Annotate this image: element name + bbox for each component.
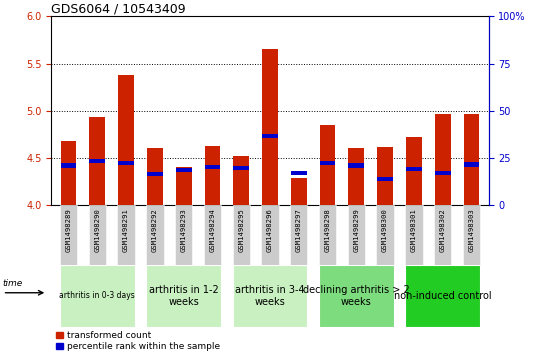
Bar bbox=[175, 205, 192, 265]
Bar bbox=[204, 205, 221, 265]
Bar bbox=[435, 114, 450, 205]
Bar bbox=[290, 205, 307, 265]
Text: arthritis in 0-3 days: arthritis in 0-3 days bbox=[59, 291, 135, 300]
Bar bbox=[147, 172, 163, 176]
Text: GSM1498294: GSM1498294 bbox=[210, 208, 215, 252]
Text: GSM1498296: GSM1498296 bbox=[267, 208, 273, 252]
Bar bbox=[89, 205, 106, 265]
Bar bbox=[233, 156, 249, 205]
Bar bbox=[348, 205, 365, 265]
Bar bbox=[60, 265, 135, 327]
Text: GSM1498297: GSM1498297 bbox=[296, 208, 302, 252]
Bar bbox=[320, 160, 335, 165]
Bar bbox=[377, 147, 393, 205]
Text: GSM1498290: GSM1498290 bbox=[94, 208, 100, 252]
Bar bbox=[262, 134, 278, 138]
Text: GSM1498289: GSM1498289 bbox=[65, 208, 72, 252]
Bar bbox=[376, 205, 394, 265]
Bar bbox=[463, 162, 480, 167]
Bar bbox=[377, 176, 393, 181]
Legend: transformed count, percentile rank within the sample: transformed count, percentile rank withi… bbox=[56, 331, 220, 351]
Bar bbox=[434, 205, 451, 265]
Text: GSM1498295: GSM1498295 bbox=[238, 208, 244, 252]
Bar bbox=[118, 205, 135, 265]
Bar bbox=[176, 168, 192, 172]
Text: GSM1498293: GSM1498293 bbox=[181, 208, 187, 252]
Bar bbox=[261, 205, 279, 265]
Bar bbox=[60, 141, 77, 205]
Bar bbox=[205, 165, 220, 170]
Text: GSM1498303: GSM1498303 bbox=[468, 208, 475, 252]
Bar bbox=[60, 205, 77, 265]
Text: GSM1498298: GSM1498298 bbox=[325, 208, 330, 252]
Text: GSM1498300: GSM1498300 bbox=[382, 208, 388, 252]
Bar bbox=[90, 117, 105, 205]
Bar bbox=[60, 163, 77, 168]
Text: non-induced control: non-induced control bbox=[394, 291, 491, 301]
Bar bbox=[463, 205, 480, 265]
Bar bbox=[90, 159, 105, 163]
Bar bbox=[233, 166, 249, 170]
Bar bbox=[291, 178, 307, 205]
Bar bbox=[406, 167, 422, 171]
Text: arthritis in 1-2
weeks: arthritis in 1-2 weeks bbox=[149, 285, 219, 307]
Bar bbox=[319, 205, 336, 265]
Bar bbox=[262, 49, 278, 205]
Bar bbox=[146, 205, 164, 265]
Bar bbox=[146, 265, 221, 327]
Text: arthritis in 3-4
weeks: arthritis in 3-4 weeks bbox=[235, 285, 305, 307]
Text: GSM1498301: GSM1498301 bbox=[411, 208, 417, 252]
Bar bbox=[118, 75, 134, 205]
Bar bbox=[319, 265, 394, 327]
Bar bbox=[118, 160, 134, 165]
Bar bbox=[405, 205, 422, 265]
Bar bbox=[205, 146, 220, 205]
Text: GSM1498302: GSM1498302 bbox=[440, 208, 445, 252]
Bar bbox=[291, 171, 307, 175]
Bar bbox=[435, 171, 450, 175]
Bar bbox=[348, 163, 364, 168]
Text: GSM1498292: GSM1498292 bbox=[152, 208, 158, 252]
Text: GSM1498299: GSM1498299 bbox=[353, 208, 359, 252]
Bar bbox=[233, 265, 307, 327]
Text: time: time bbox=[3, 279, 23, 288]
Bar bbox=[320, 125, 335, 205]
Bar bbox=[233, 205, 250, 265]
Bar bbox=[147, 148, 163, 205]
Bar bbox=[348, 148, 364, 205]
Bar bbox=[176, 167, 192, 205]
Text: GDS6064 / 10543409: GDS6064 / 10543409 bbox=[51, 2, 186, 15]
Bar bbox=[405, 265, 480, 327]
Text: declining arthritis > 2
weeks: declining arthritis > 2 weeks bbox=[303, 285, 410, 307]
Text: GSM1498291: GSM1498291 bbox=[123, 208, 129, 252]
Bar bbox=[406, 137, 422, 205]
Bar bbox=[463, 114, 480, 205]
